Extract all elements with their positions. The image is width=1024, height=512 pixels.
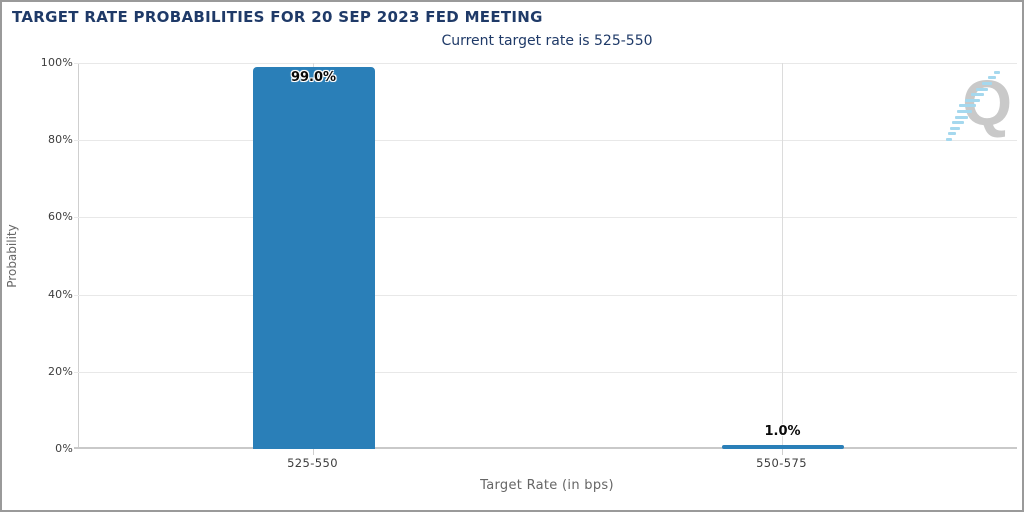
chart-subtitle: Current target rate is 525-550 [441, 33, 653, 49]
probability-bar[interactable] [252, 66, 375, 449]
watermark-dash [988, 76, 996, 80]
gridline-horizontal [74, 63, 1017, 64]
watermark-dash [948, 132, 956, 136]
x-axis-baseline [74, 447, 1017, 449]
y-tick-label: 60% [47, 210, 73, 224]
watermark-dash [945, 138, 952, 141]
x-tick-mark [312, 449, 314, 455]
watermark-dash [956, 110, 972, 113]
watermark-dash [964, 98, 980, 102]
bar-value-label: 1.0% [764, 424, 801, 439]
y-tick-label: 20% [47, 364, 73, 378]
quikstrike-q-watermark-icon: Q [938, 62, 1018, 146]
probability-bar[interactable] [721, 445, 844, 449]
x-tick-mark [781, 449, 783, 455]
x-tick-label: 525-550 [287, 456, 338, 470]
plot-area: 99.0% 1.0% [74, 63, 1017, 449]
watermark-dash [970, 93, 984, 97]
gridline-horizontal [74, 371, 1017, 373]
watermark-dash [954, 115, 968, 119]
bar-value-label: 99.0% [290, 69, 337, 85]
gridline-horizontal [74, 140, 1017, 142]
y-tick-label: 40% [47, 287, 73, 301]
watermark-dash [952, 121, 964, 125]
y-tick-label: 0% [55, 442, 73, 455]
gridline-horizontal [74, 217, 1017, 219]
watermark-dash [950, 126, 960, 130]
watermark-dash [976, 87, 988, 91]
x-axis-title: Target Rate (in bps) [480, 478, 614, 493]
y-tick-label: 80% [47, 133, 73, 147]
watermark-dash [959, 104, 976, 108]
q-letter: Q [962, 67, 1012, 139]
y-tick-label: 100% [40, 56, 73, 69]
x-tick-label: 550-575 [756, 456, 807, 470]
gridline-horizontal [74, 294, 1017, 296]
chart-title: TARGET RATE PROBABILITIES FOR 20 SEP 202… [12, 8, 543, 26]
gridline-vertical [782, 63, 783, 449]
watermark-dash [993, 70, 1000, 74]
watermark-dash [982, 82, 992, 85]
